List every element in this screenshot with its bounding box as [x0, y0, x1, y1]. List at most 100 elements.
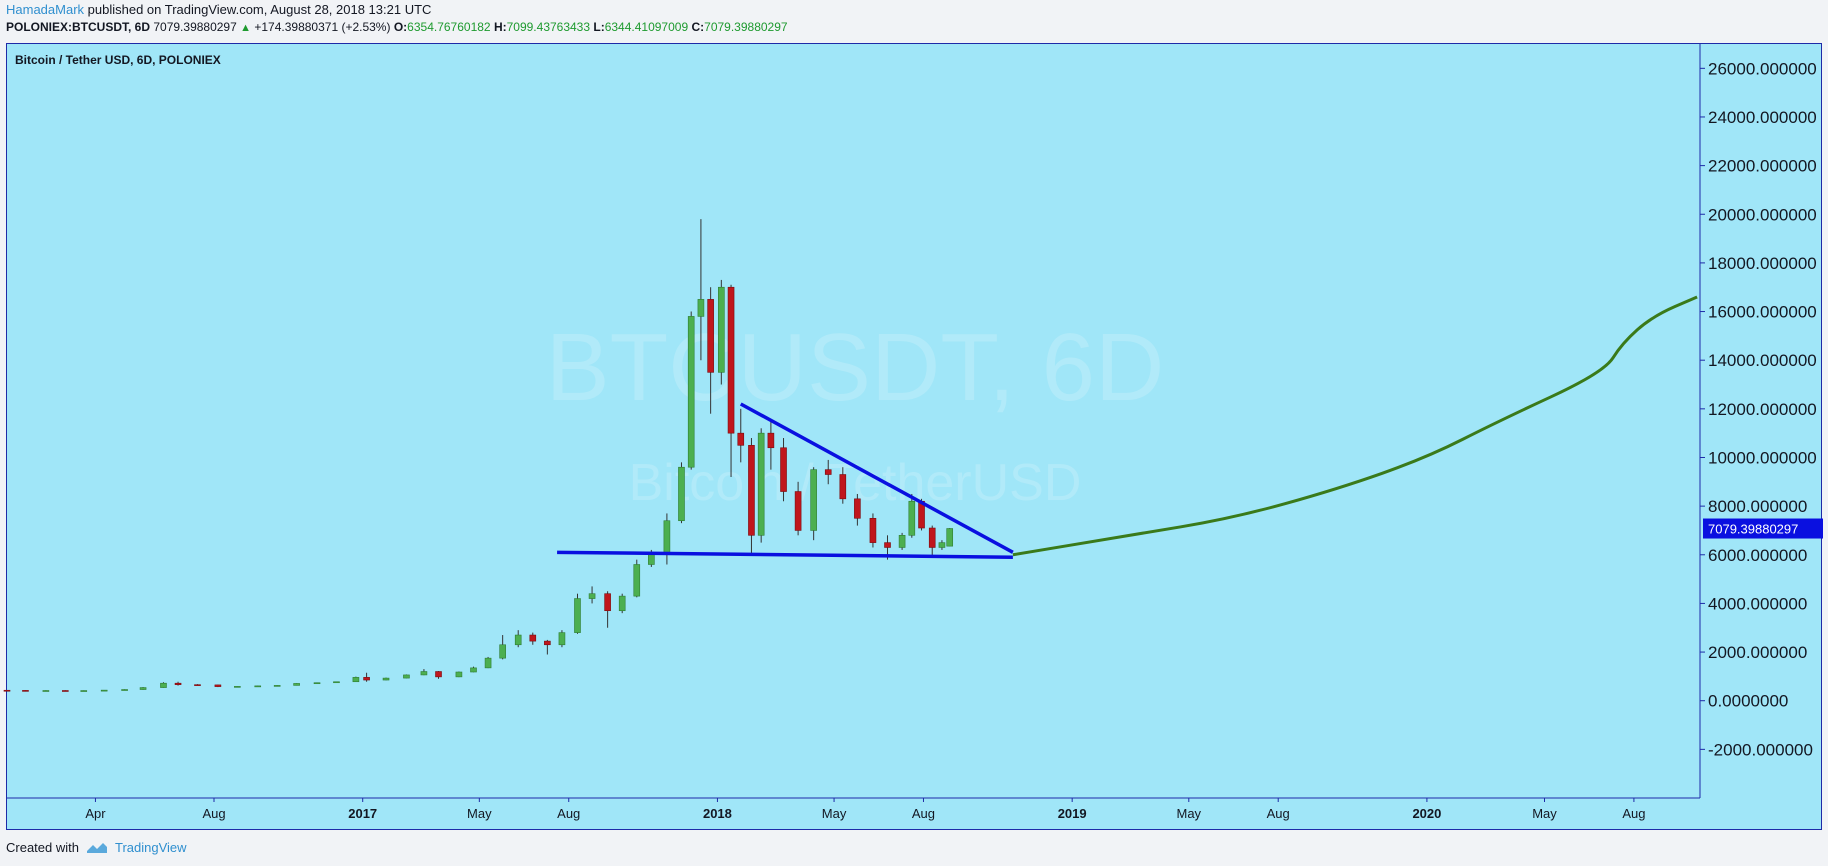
candle-up: [514, 634, 522, 646]
up-arrow-icon: ▲: [240, 22, 252, 34]
watermark-symbol: BTCUSDT, 6D: [546, 314, 1165, 421]
x-tick-label: May: [467, 806, 492, 821]
x-tick-label: May: [1532, 806, 1557, 821]
candle-down: [604, 593, 611, 612]
candle-up: [80, 690, 88, 692]
triangle-upper-trendline: [739, 402, 1014, 554]
y-tick-label: 20000.000000: [1708, 205, 1817, 224]
candle-down: [363, 677, 370, 681]
y-tick-label: 6000.000000: [1708, 546, 1807, 565]
x-tick-label: Apr: [85, 806, 106, 821]
candle-up: [718, 286, 725, 373]
high-label: H:: [493, 20, 507, 34]
low-value: 6344.41097009: [604, 20, 689, 34]
candle-up: [678, 466, 685, 522]
candle-up: [484, 657, 492, 669]
open-value: 6354.76760182: [407, 20, 491, 34]
candle-up: [333, 681, 340, 684]
open-label: O:: [393, 20, 408, 34]
candle-down: [529, 634, 537, 642]
y-tick-label: 12000.000000: [1708, 400, 1817, 419]
y-tick-label: 10000.000000: [1708, 448, 1817, 467]
publish-info: HamadaMark published on TradingView.com,…: [6, 2, 431, 17]
candle-up: [382, 677, 390, 681]
y-tick-label: 18000.000000: [1708, 254, 1817, 273]
candle-up: [588, 593, 596, 599]
candle-up: [908, 500, 916, 536]
candle-up: [558, 632, 566, 646]
x-tick-label: 2017: [348, 806, 377, 821]
candle-up: [121, 689, 128, 691]
candle-down: [869, 517, 877, 543]
candle-up: [633, 564, 641, 597]
candle-up: [946, 528, 954, 547]
candle-down: [214, 684, 222, 687]
y-tick-label: 8000.000000: [1708, 497, 1807, 516]
x-tick-label: May: [822, 806, 847, 821]
candle-up: [574, 598, 581, 633]
triangle-lower-trendline: [557, 550, 1013, 559]
y-tick-label: 26000.000000: [1708, 59, 1817, 78]
high-value: 7099.43763433: [506, 20, 591, 34]
candle-up: [293, 683, 300, 686]
tradingview-link[interactable]: TradingView: [114, 840, 187, 855]
candle-down: [748, 445, 755, 536]
candle-down: [928, 527, 936, 548]
candle-down: [22, 690, 29, 692]
x-tick-label: Aug: [912, 806, 935, 821]
x-tick-label: May: [1177, 806, 1202, 821]
last-price: 7079.39880297: [153, 20, 237, 34]
candle-up: [499, 644, 506, 659]
symbol-label: POLONIEX:BTCUSDT, 6D: [6, 20, 151, 34]
candle-down: [174, 682, 182, 685]
candle-down: [194, 684, 201, 686]
candle-up: [42, 690, 50, 692]
current-price-label: 7079.39880297: [1708, 522, 1798, 537]
candle-down: [824, 469, 832, 475]
candle-up: [160, 682, 167, 688]
x-tick-label: Aug: [1267, 806, 1290, 821]
candle-up: [100, 689, 108, 692]
candle-up: [420, 671, 428, 676]
candle-up: [403, 674, 410, 679]
projection-curve: [1012, 295, 1698, 557]
candle-up: [898, 535, 906, 548]
candle-down: [780, 447, 787, 492]
y-tick-label: -2000.000000: [1708, 740, 1813, 759]
ohlc-legend: POLONIEX:BTCUSDT, 6D 7079.39880297 ▲ +17…: [6, 20, 788, 34]
y-tick-label: 0.0000000: [1708, 692, 1788, 711]
candle-up: [273, 685, 281, 687]
candle-down: [707, 299, 714, 373]
candle-down: [854, 498, 861, 519]
tradingview-logo-icon: [86, 842, 107, 853]
price-change: +174.39880371 (+2.53%): [254, 20, 391, 34]
y-tick-label: 14000.000000: [1708, 351, 1817, 370]
y-tick-label: 16000.000000: [1708, 303, 1817, 322]
x-tick-label: 2020: [1412, 806, 1441, 821]
author-link[interactable]: HamadaMark: [6, 2, 85, 17]
candle-up: [618, 595, 626, 612]
publish-text: published on TradingView.com, August 28,…: [87, 2, 432, 17]
created-with-text: Created with: [6, 840, 79, 855]
candle-up: [455, 671, 463, 678]
low-label: L:: [593, 20, 605, 34]
footer: Created with TradingView: [6, 840, 187, 855]
x-tick-label: 2018: [703, 806, 732, 821]
candle-up: [470, 667, 477, 673]
candle-up: [938, 542, 946, 548]
chart-title: Bitcoin / Tether USD, 6D, POLONIEX: [15, 53, 221, 67]
candle-down: [767, 432, 775, 449]
chart-area[interactable]: [6, 43, 1822, 830]
candle-down: [794, 491, 802, 531]
candle-down: [3, 689, 11, 692]
candle-up: [663, 520, 671, 553]
candle-up: [687, 316, 695, 468]
y-tick-label: 22000.000000: [1708, 157, 1817, 176]
candle-up: [234, 686, 241, 688]
candle-down: [737, 432, 745, 446]
y-tick-label: 4000.000000: [1708, 594, 1807, 613]
candle-down: [727, 286, 735, 434]
x-tick-label: Aug: [557, 806, 580, 821]
candle-up: [139, 687, 147, 690]
